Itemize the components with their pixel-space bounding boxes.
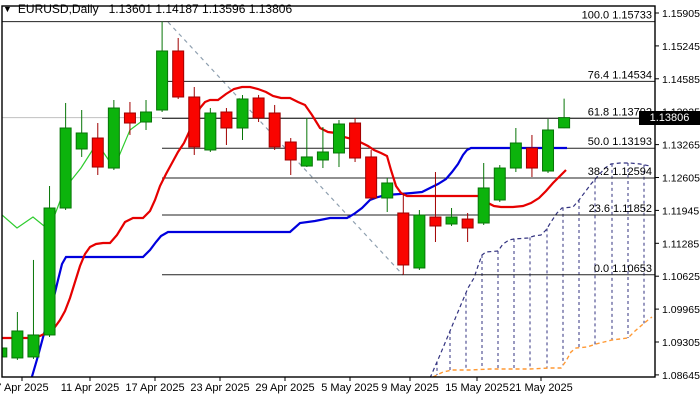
symbol-period-label: EURUSD,Daily — [17, 2, 99, 16]
time-axis-label: 7 Apr 2025 — [0, 382, 49, 394]
candle-body — [558, 117, 571, 129]
candle-body — [397, 212, 410, 266]
time-axis-label: 23 Apr 2025 — [190, 382, 249, 394]
candle-body — [2, 347, 8, 358]
fib-level-label: 38.2 1.12594 — [588, 166, 652, 178]
price-axis-label: 1.08645 — [662, 370, 700, 382]
price-axis-label: 1.09965 — [662, 304, 700, 316]
candle-body — [11, 330, 24, 359]
price-axis[interactable]: 1.159051.152451.145851.139251.132651.126… — [655, 8, 700, 382]
time-axis-label: 11 Apr 2025 — [61, 382, 120, 394]
candle-body — [188, 96, 201, 148]
fib-level-label: 100.0 1.15733 — [582, 10, 652, 22]
candle-body — [381, 182, 394, 199]
candle-body — [413, 214, 426, 269]
candle-body — [140, 111, 153, 123]
price-axis-label: 1.15245 — [662, 41, 700, 53]
price-axis-label: 1.10625 — [662, 271, 700, 283]
candle-body — [300, 156, 313, 167]
senkou-span-b-line — [432, 316, 653, 377]
candle-body — [525, 147, 538, 169]
symbol-dropdown-icon: ▼ — [3, 4, 12, 14]
price-axis-label: 1.15905 — [662, 8, 700, 20]
tenkan-sen-line — [2, 85, 567, 340]
price-axis-label: 1.12605 — [662, 173, 700, 185]
candle-body — [156, 50, 169, 111]
chikou-span-line — [2, 117, 147, 231]
chart-title: ▼ EURUSD,Daily 1.13601 1.14187 1.13596 1… — [3, 1, 292, 17]
price-axis-label: 1.14585 — [662, 74, 700, 86]
candles — [2, 21, 571, 360]
candle-body — [477, 187, 490, 224]
candle-body — [445, 216, 458, 225]
time-axis-label: 17 Apr 2025 — [125, 382, 184, 394]
candle-body — [204, 112, 217, 151]
candle-body — [365, 156, 378, 199]
candle-body — [493, 167, 506, 201]
fib-level-label: 50.0 1.13193 — [588, 136, 652, 148]
time-axis[interactable]: 7 Apr 2025 11 Apr 2025 17 Apr 2025 23 Apr 2… — [0, 377, 573, 394]
candle-body — [509, 142, 522, 169]
time-axis-label: 29 Apr 2025 — [255, 382, 314, 394]
price-axis-label: 1.11945 — [662, 205, 699, 217]
time-axis-label: 5 May 2025 — [321, 382, 378, 394]
candle-body — [268, 112, 281, 148]
candle-body — [123, 112, 136, 124]
candle-body — [75, 132, 88, 150]
candle-body — [59, 127, 72, 209]
candle-body — [43, 207, 56, 336]
ichimoku-cloud-hatch — [436, 163, 645, 375]
candle-body — [27, 334, 40, 358]
candle-body — [349, 122, 362, 159]
candle-body — [107, 107, 120, 169]
fib-level-label: 0.0 1.10653 — [594, 263, 652, 275]
candle-body — [461, 218, 474, 229]
time-axis-label: 9 May 2025 — [381, 382, 438, 394]
candle-body — [332, 123, 345, 154]
price-axis-label: 1.13265 — [662, 140, 700, 152]
chart-border — [1, 5, 656, 378]
plot-area: 100.0 1.15733 76.4 1.14534 61.8 1.13792 50.… — [2, 10, 655, 377]
fibonacci-trendline — [167, 21, 404, 276]
price-axis-label: 1.09305 — [662, 337, 700, 349]
candle-body — [429, 216, 442, 227]
candle-body — [316, 151, 329, 161]
ohlc-values: 1.13601 1.14187 1.13596 1.13806 — [108, 2, 293, 16]
senkou-span-a-line — [429, 162, 651, 377]
candle-body — [252, 97, 265, 119]
candle-body — [542, 129, 555, 172]
fib-level-label: 23.6 1.11852 — [589, 203, 652, 215]
candle-body — [172, 50, 185, 98]
fibonacci-levels: 100.0 1.15733 76.4 1.14534 61.8 1.13792 50.… — [2, 10, 655, 276]
candle-body — [220, 111, 233, 129]
time-axis-label: 21 May 2025 — [509, 382, 573, 394]
kijun-sen-line — [30, 146, 567, 377]
fib-level-label: 61.8 1.13792 — [588, 106, 652, 118]
current-price-badge: 1.13806 — [639, 110, 700, 125]
time-axis-label: 15 May 2025 — [445, 382, 509, 394]
price-axis-label: 1.11285 — [662, 238, 699, 250]
fib-level-label: 76.4 1.14534 — [588, 69, 652, 81]
candle-body — [236, 98, 249, 129]
candle-body — [91, 137, 104, 168]
candle-body — [284, 141, 297, 161]
